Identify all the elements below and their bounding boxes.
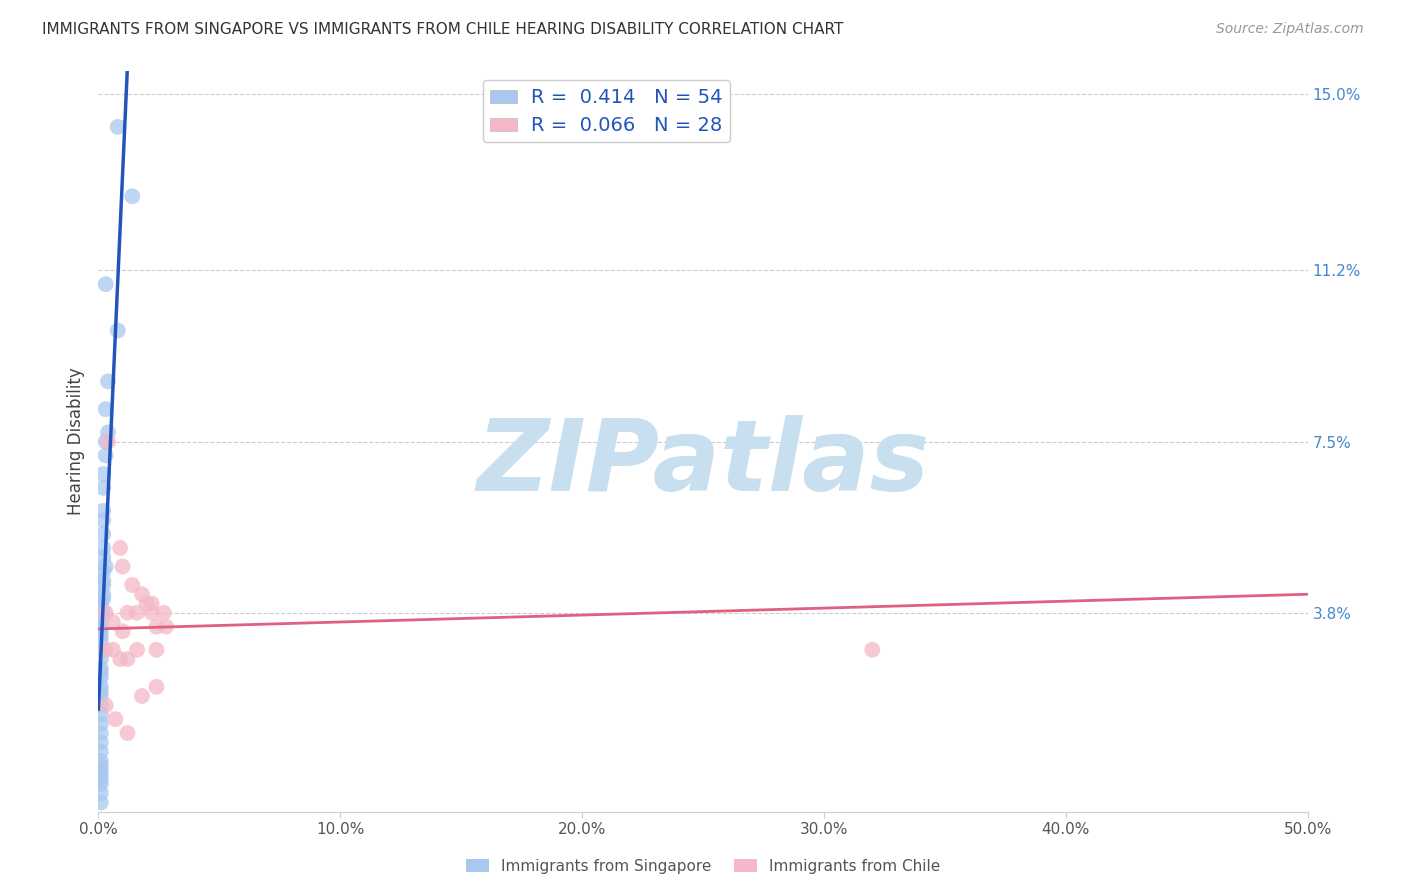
Text: Source: ZipAtlas.com: Source: ZipAtlas.com <box>1216 22 1364 37</box>
Point <box>111 624 134 639</box>
Point <box>91 527 114 541</box>
Point <box>107 120 129 134</box>
Point <box>91 587 114 601</box>
Point <box>90 624 112 639</box>
Text: ZIPatlas: ZIPatlas <box>477 416 929 512</box>
Point <box>90 684 112 698</box>
Point <box>94 277 117 292</box>
Point <box>141 597 163 611</box>
Point <box>90 629 112 643</box>
Point <box>121 578 143 592</box>
Point <box>90 777 112 791</box>
Point <box>90 735 112 749</box>
Point <box>90 642 112 657</box>
Point <box>90 689 112 703</box>
Point <box>94 449 117 463</box>
Point <box>90 661 112 675</box>
Point <box>91 550 114 565</box>
Point <box>145 642 167 657</box>
Point <box>90 716 112 731</box>
Point <box>94 642 117 657</box>
Point <box>90 680 112 694</box>
Point <box>111 559 134 574</box>
Point <box>91 578 114 592</box>
Point <box>117 606 139 620</box>
Point <box>90 763 112 777</box>
Point <box>94 559 117 574</box>
Point <box>94 434 117 449</box>
Point <box>90 652 112 666</box>
Point <box>127 606 149 620</box>
Point <box>121 189 143 203</box>
Point <box>90 597 112 611</box>
Point <box>91 513 114 527</box>
Point <box>90 601 112 615</box>
Point <box>145 619 167 633</box>
Point <box>117 726 139 740</box>
Point <box>90 726 112 740</box>
Point <box>91 541 114 555</box>
Point <box>104 712 127 726</box>
Point <box>131 689 153 703</box>
Point <box>91 574 114 588</box>
Point <box>90 754 112 768</box>
Point <box>91 564 114 578</box>
Point <box>90 633 112 648</box>
Point <box>108 652 131 666</box>
Point <box>90 707 112 722</box>
Point <box>141 606 163 620</box>
Point <box>90 767 112 781</box>
Point <box>91 481 114 495</box>
Point <box>90 619 112 633</box>
Point <box>94 698 117 713</box>
Point <box>131 587 153 601</box>
Point <box>108 541 131 555</box>
Point <box>97 425 120 440</box>
Legend: R =  0.414   N = 54, R =  0.066   N = 28: R = 0.414 N = 54, R = 0.066 N = 28 <box>482 80 730 142</box>
Point <box>94 402 117 417</box>
Legend: Immigrants from Singapore, Immigrants from Chile: Immigrants from Singapore, Immigrants fr… <box>460 853 946 880</box>
Point <box>90 610 112 624</box>
Point <box>101 642 124 657</box>
Point <box>117 652 139 666</box>
Point <box>91 504 114 518</box>
Point <box>90 796 112 810</box>
Point <box>91 606 114 620</box>
Point <box>135 597 157 611</box>
Point <box>90 606 112 620</box>
Point <box>101 615 124 629</box>
Point <box>152 606 174 620</box>
Point <box>90 745 112 759</box>
Point <box>97 375 120 389</box>
Point <box>90 698 112 713</box>
Point <box>91 591 114 606</box>
Point <box>94 606 117 620</box>
Point <box>860 642 883 657</box>
Point <box>91 467 114 481</box>
Point <box>90 758 112 772</box>
Point <box>97 434 120 449</box>
Point <box>90 786 112 800</box>
Point <box>107 324 129 338</box>
Text: IMMIGRANTS FROM SINGAPORE VS IMMIGRANTS FROM CHILE HEARING DISABILITY CORRELATIO: IMMIGRANTS FROM SINGAPORE VS IMMIGRANTS … <box>42 22 844 37</box>
Point <box>90 772 112 787</box>
Y-axis label: Hearing Disability: Hearing Disability <box>66 368 84 516</box>
Point <box>145 680 167 694</box>
Point <box>155 619 177 633</box>
Point <box>90 615 112 629</box>
Point <box>90 671 112 685</box>
Point <box>90 665 112 680</box>
Point <box>127 642 149 657</box>
